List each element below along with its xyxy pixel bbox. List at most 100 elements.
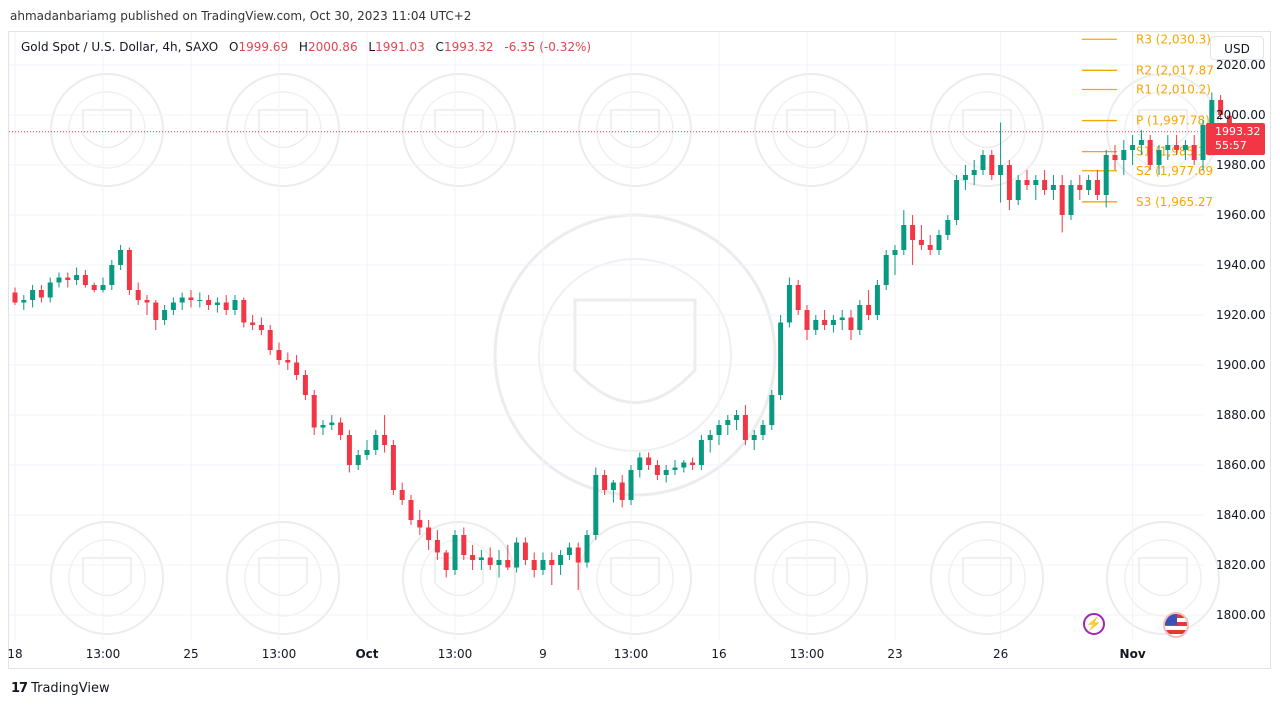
watermark-ring (244, 91, 322, 169)
academy-watermark (50, 73, 1220, 635)
open-value: 1999.69 (238, 40, 289, 54)
candle-body (575, 547, 581, 563)
watermark-ring (772, 91, 850, 169)
candle-body (813, 320, 819, 330)
open-key: O (229, 40, 239, 54)
candle-body (822, 320, 828, 325)
watermark-shield (258, 109, 308, 149)
candle-body (593, 475, 599, 535)
candle-body (91, 285, 97, 290)
candle-body (742, 415, 748, 440)
candle-body (954, 180, 960, 220)
candle-body (338, 422, 344, 435)
pivot-label: P (1,997.78) (1136, 114, 1210, 128)
candle-body (1068, 185, 1074, 215)
candle-body (1033, 180, 1039, 185)
candle-body (927, 245, 933, 250)
candle-body (602, 475, 608, 490)
candle-body (74, 275, 80, 280)
candle-body (1200, 125, 1206, 160)
x-tick-label: 18 (7, 647, 22, 661)
candle-body (980, 155, 986, 170)
candle-body (945, 220, 951, 235)
watermark-ring (50, 521, 164, 635)
candle-body (681, 462, 687, 468)
watermark-ring (948, 539, 1026, 617)
lightning-icon[interactable]: ⚡ (1083, 613, 1105, 635)
candle-body (1191, 145, 1197, 160)
candle-body (566, 547, 572, 555)
candle-body (1006, 165, 1012, 200)
candle-body (452, 535, 458, 570)
watermark-shield (962, 109, 1012, 149)
candle-body (1121, 150, 1127, 160)
candle-body (839, 317, 845, 320)
candle-body (1077, 185, 1083, 190)
candle-body (672, 467, 678, 470)
watermark-shield (82, 557, 132, 597)
candle-body (294, 362, 300, 375)
candle-body (21, 300, 27, 303)
candle-body (514, 542, 520, 568)
candle-body (1147, 140, 1153, 165)
x-tick-label: 13:00 (86, 647, 121, 661)
candle-body (162, 310, 168, 320)
x-tick-label: 9 (539, 647, 547, 661)
candle-body (892, 250, 898, 255)
watermark-ring (402, 521, 516, 635)
candle-body (179, 297, 185, 303)
candle-body (408, 500, 414, 520)
pivot-levels: R3 (2,030.3) R2 (2,017.87 R1 (2,010.2) P (1… (1082, 32, 1214, 209)
pivot-label: S2 (1,977.69 (1136, 164, 1213, 178)
candle-body (998, 165, 1004, 175)
x-tick-label: 26 (993, 647, 1008, 661)
candle-body (56, 277, 62, 283)
candle-body (725, 420, 731, 425)
candle-body (1024, 180, 1030, 185)
candle-body (390, 445, 396, 490)
candle-body (540, 560, 546, 570)
watermark-ring (772, 539, 850, 617)
us-flag-icon[interactable] (1163, 612, 1189, 638)
watermark-shield (573, 298, 697, 404)
candle-body (716, 425, 722, 435)
currency-button[interactable]: USD (1210, 36, 1264, 60)
price-axis[interactable]: 1800.00 1820.00 1840.00 1860.00 1880.00 1900.… (1216, 58, 1266, 622)
candle-body (1059, 185, 1065, 215)
watermark-ring (1124, 539, 1202, 617)
watermark-shield (82, 109, 132, 149)
candle-body (866, 305, 872, 315)
candle-body (496, 560, 502, 565)
candle-body (1218, 100, 1224, 115)
candle-body (12, 292, 18, 303)
y-tick-label: 1920.00 (1216, 308, 1266, 322)
candle-body (206, 300, 212, 305)
candle-body (126, 250, 132, 290)
candle-body (1130, 145, 1136, 150)
candle-body (285, 360, 291, 363)
x-tick-label: Oct (355, 647, 378, 661)
candle-body (320, 425, 326, 428)
candle-body (698, 440, 704, 465)
candle-body (1103, 155, 1109, 195)
close-key: C (435, 40, 444, 54)
candle-body (355, 455, 361, 465)
y-tick-label: 2020.00 (1216, 58, 1266, 72)
candle-body (258, 325, 264, 330)
y-tick-label: 1980.00 (1216, 158, 1266, 172)
candle-body (478, 557, 484, 560)
watermark-shield (434, 557, 484, 597)
candle-body (382, 435, 388, 445)
time-axis[interactable]: 18 13:00 25 13:00 Oct 13:00 9 13:00 16 13:00 23 26 N… (7, 647, 1145, 661)
watermark-ring (68, 91, 146, 169)
tradingview-logo[interactable]: 17 TradingView (11, 681, 110, 696)
candle-body (302, 375, 308, 395)
candle-body (470, 555, 476, 560)
candle-body (1015, 180, 1021, 200)
chart-pane[interactable] (8, 31, 1271, 669)
candle-body (426, 527, 432, 540)
candle-body (346, 435, 352, 465)
candle-body (82, 275, 88, 285)
symbol-title[interactable]: Gold Spot / U.S. Dollar, 4h, SAXO (21, 40, 219, 54)
